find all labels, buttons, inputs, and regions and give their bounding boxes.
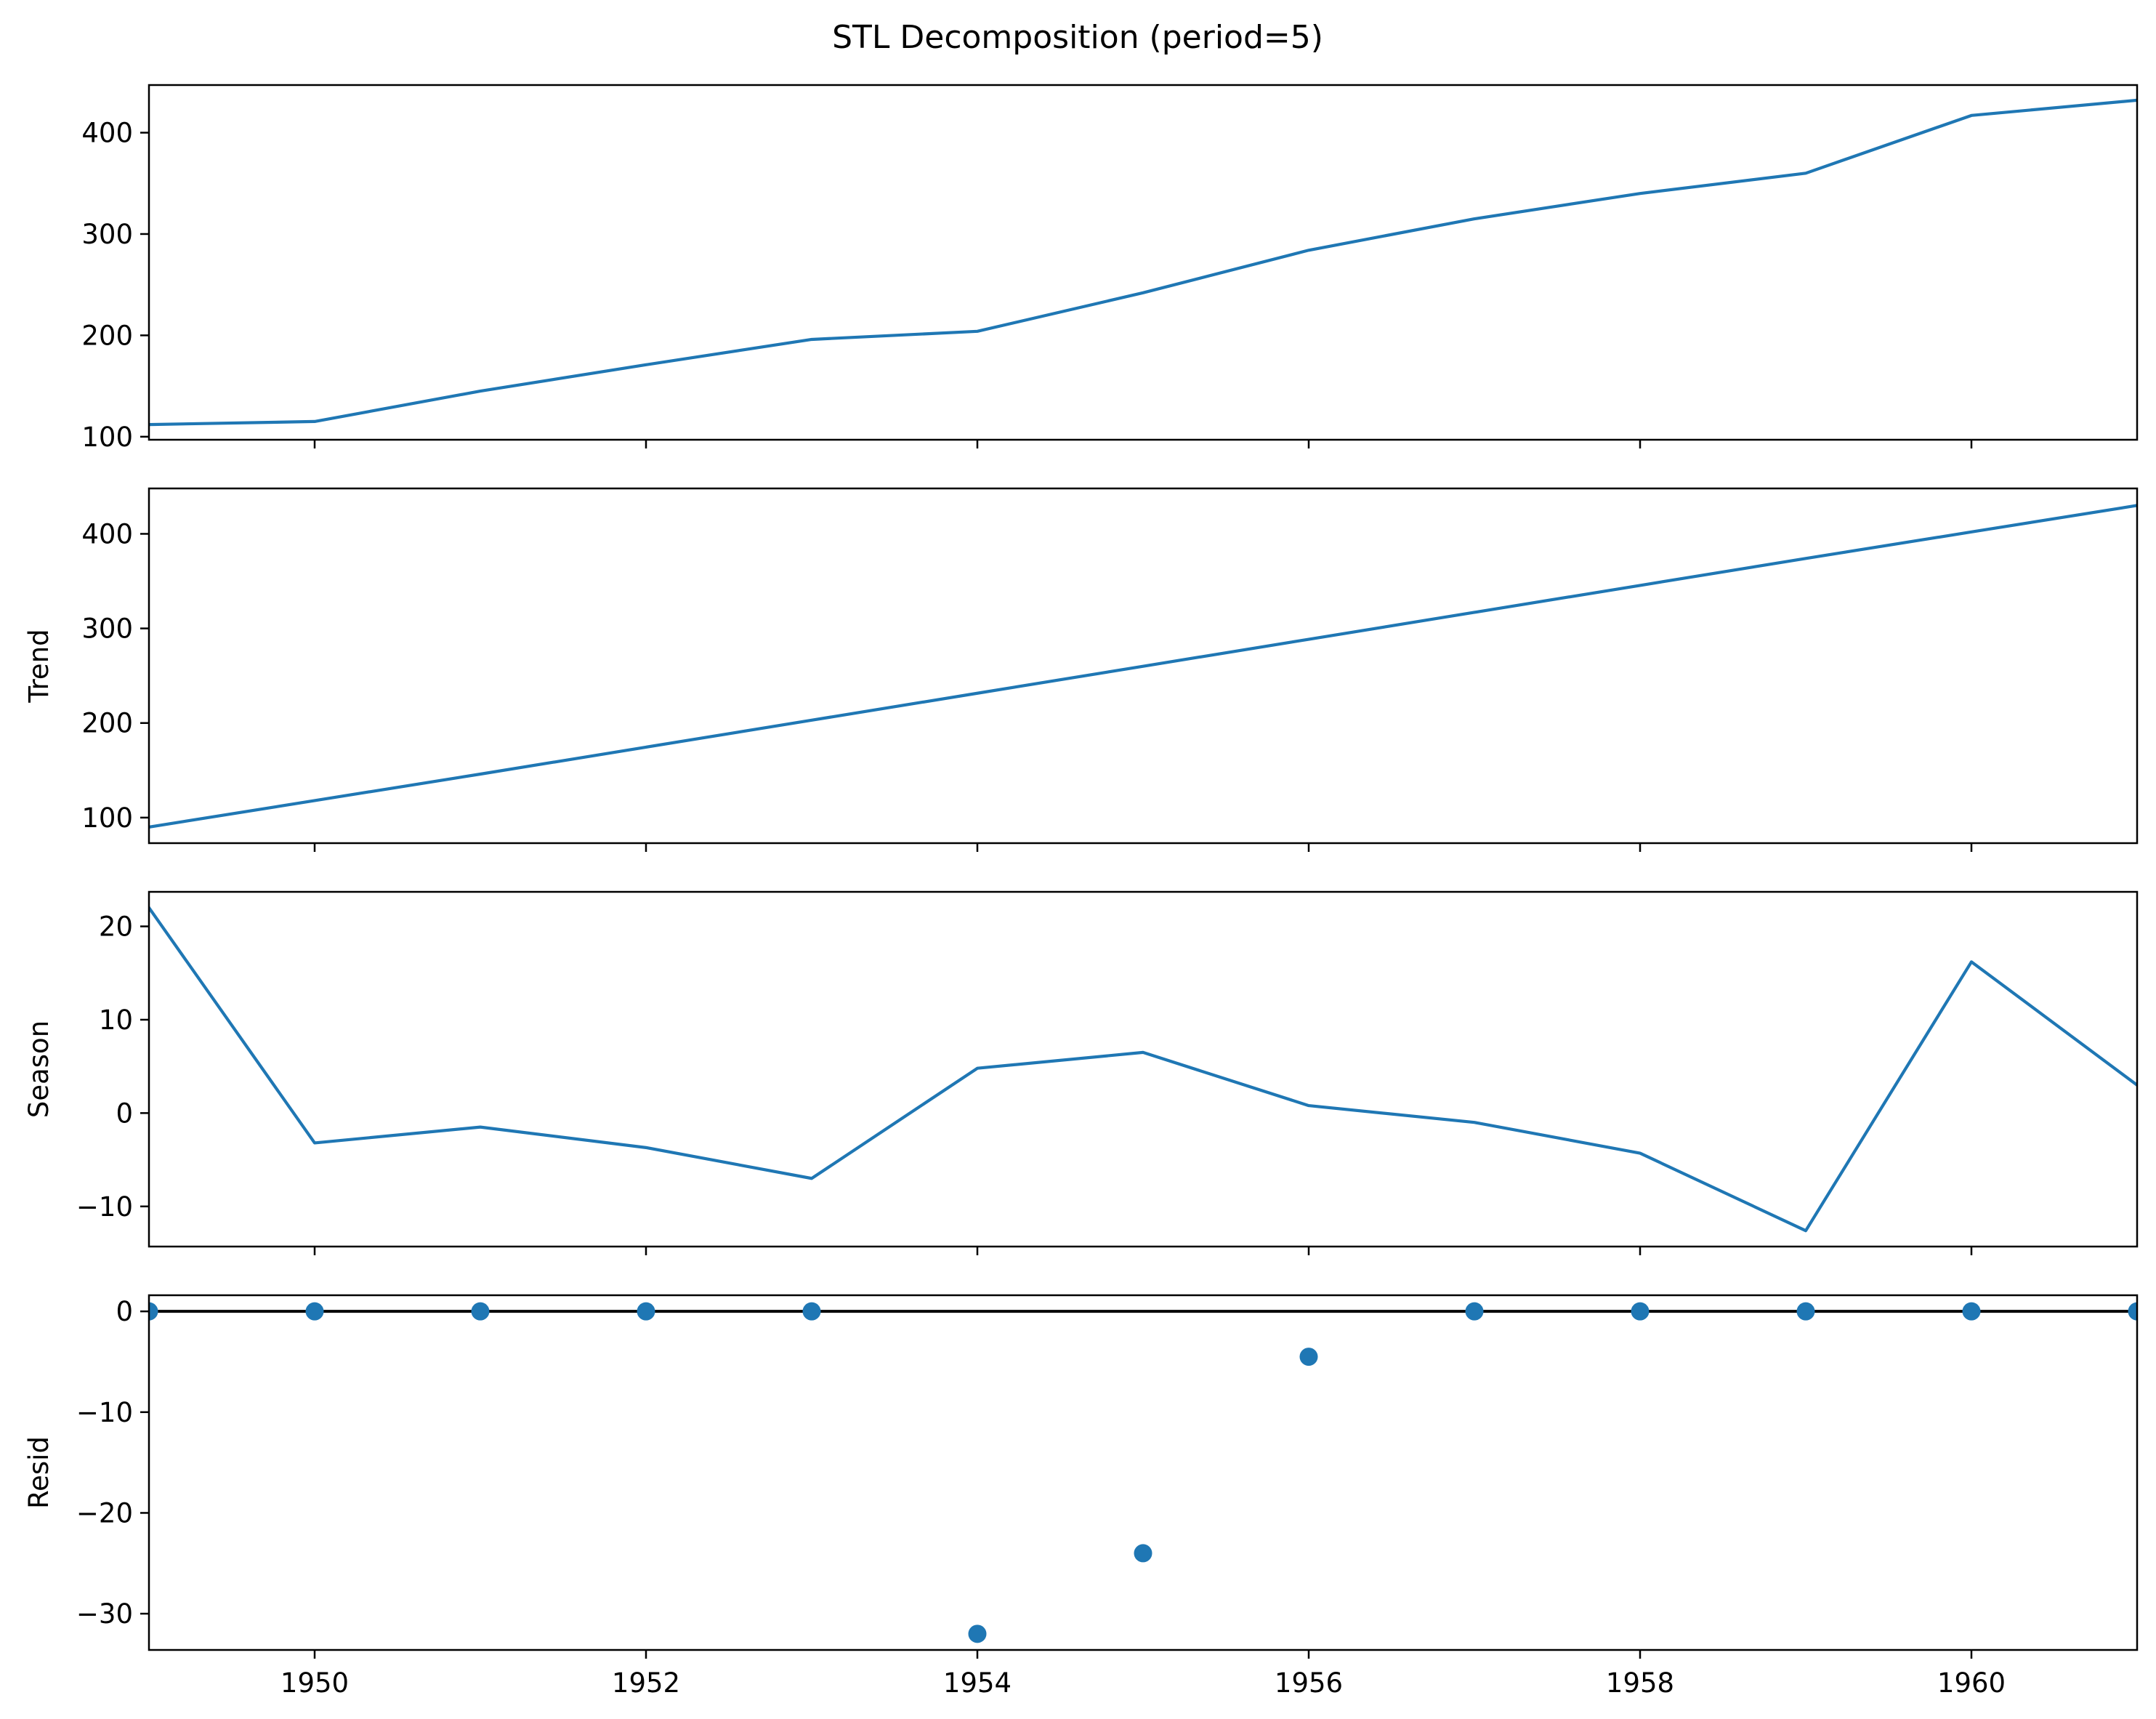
resid-point [1134,1544,1152,1563]
resid-point [2128,1302,2137,1321]
season-ylabel: Season [23,1020,54,1118]
y-tick-label: 100 [81,422,133,453]
figure-title: STL Decomposition (period=5) [832,19,1323,56]
x-tick-label: 1954 [943,1667,1012,1699]
trend-panel: 100 200 300 400 Trend [23,487,2139,852]
season-panel: −10 0 10 20 Season [23,890,2139,1255]
trend-marks [149,504,2137,829]
resid-ylabel: Resid [23,1436,54,1509]
x-tick-label: 1950 [280,1667,349,1699]
y-tick-label: 10 [99,1005,133,1036]
resid-point [1631,1302,1650,1321]
y-tick-label: −10 [76,1191,133,1223]
season-line [149,905,2137,1233]
x-tick-label: 1952 [612,1667,680,1699]
resid-point [802,1302,821,1321]
observed-marks [149,98,2137,427]
season-axes-frame [148,890,2139,1248]
y-tick-label: 20 [99,911,133,943]
resid-point [1796,1302,1815,1321]
y-tick-label: 300 [81,219,133,250]
y-tick-label: −20 [76,1497,133,1529]
trend-axes-frame [148,487,2139,845]
y-tick-label: 400 [81,518,133,549]
resid-point [637,1302,655,1321]
resid-point [305,1302,324,1321]
panels: 100 200 300 400 100 200 300 400 Trend −10 0 10 20 Sea… [23,84,2139,1699]
season-marks [149,905,2137,1233]
y-tick-label: 200 [81,708,133,739]
y-tick-label: 100 [81,802,133,834]
trend-line [149,504,2137,829]
resid-point [1299,1348,1318,1366]
resid-panel: −30 −20 −10 0 1950 1952 1954 1956 1958 1960 Resid [23,1294,2139,1699]
y-tick-label: −30 [76,1598,133,1630]
x-tick-label: 1956 [1275,1667,1343,1699]
observed-panel: 100 200 300 400 [81,84,2139,453]
resid-axes-frame [148,1294,2139,1651]
resid-point [471,1302,490,1321]
resid-point [1465,1302,1484,1321]
resid-point [149,1302,158,1321]
y-tick-label: 300 [81,613,133,645]
y-tick-label: 0 [116,1098,133,1129]
observed-line [149,98,2137,427]
resid-marks [149,1302,2137,1643]
y-tick-label: −10 [76,1397,133,1428]
trend-ylabel: Trend [23,629,54,703]
resid-point [968,1625,987,1643]
y-tick-label: 400 [81,118,133,149]
y-tick-label: 200 [81,320,133,351]
y-tick-label: 0 [116,1296,133,1327]
x-tick-label: 1958 [1606,1667,1674,1699]
x-tick-label: 1960 [1937,1667,2006,1699]
observed-axes-frame [148,84,2139,441]
resid-point [1962,1302,1981,1321]
